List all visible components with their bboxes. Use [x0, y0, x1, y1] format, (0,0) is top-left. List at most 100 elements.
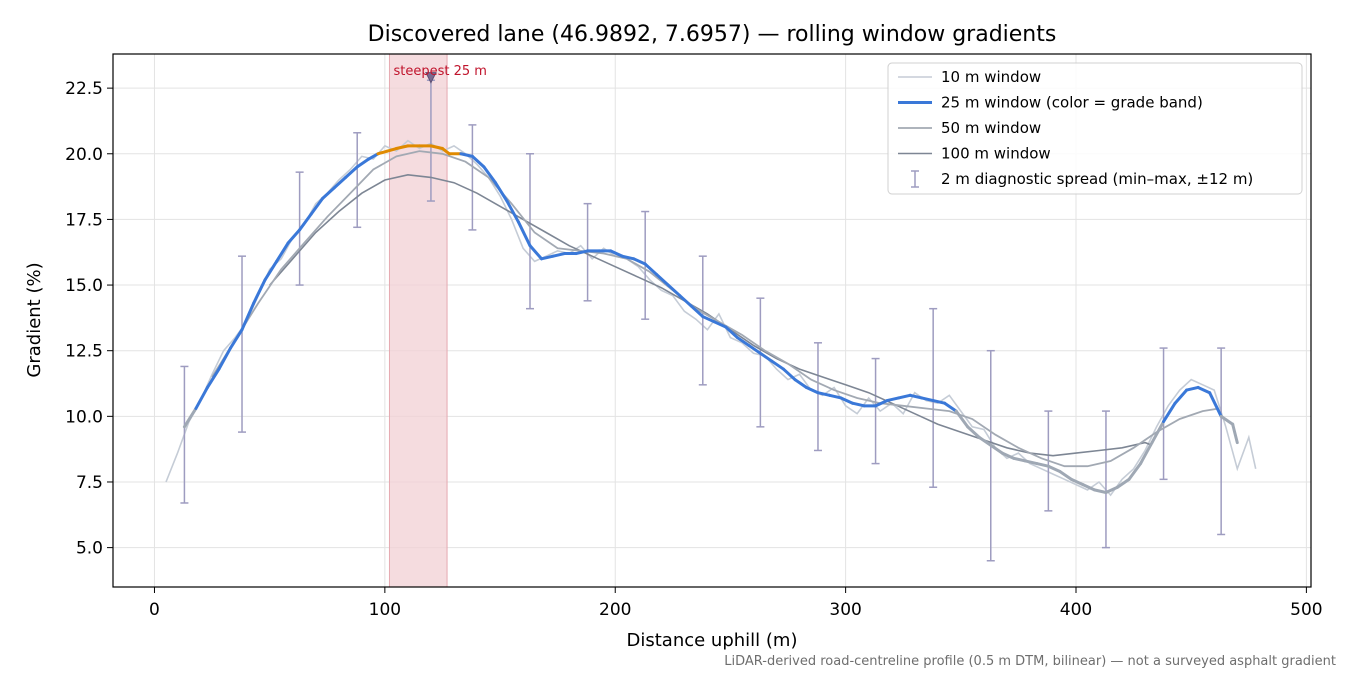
series-segment-25m: [701, 315, 716, 324]
series-segment-25m: [724, 325, 739, 340]
series-segment-25m: [1058, 469, 1073, 481]
series-segment-25m: [989, 443, 1004, 455]
series-segment-25m: [1104, 485, 1119, 494]
series-segment-25m: [1231, 422, 1239, 445]
series-segment-25m: [1219, 414, 1235, 426]
series-segment-25m: [551, 252, 567, 258]
series-segment-25m: [252, 278, 267, 305]
series-segment-25m: [367, 152, 380, 161]
legend-label: 50 m window: [941, 119, 1041, 137]
series-segment-25m: [516, 220, 532, 248]
series-segment-25m: [1162, 401, 1177, 424]
y-tick-label: 15.0: [65, 276, 103, 296]
series-segment-25m: [827, 393, 843, 400]
series-segment-25m: [735, 336, 751, 347]
chart-title: Discovered lane (46.9892, 7.6957) — roll…: [368, 22, 1057, 47]
series-segment-25m: [1081, 483, 1096, 492]
steepest-marker: [425, 72, 437, 84]
series-segment-25m: [1115, 477, 1131, 489]
series-segment-25m: [1023, 459, 1039, 466]
series-segment-25m: [1000, 451, 1016, 460]
x-tick-label: 500: [1290, 600, 1322, 620]
series-segment-25m: [1127, 462, 1143, 481]
series-segment-25m: [954, 409, 970, 429]
series-segment-25m: [1185, 385, 1200, 392]
series-segment-25m: [482, 165, 497, 185]
y-tick-label: 20.0: [65, 145, 103, 165]
legend: 10 m window 25 m window (color = grade ba…: [887, 62, 1303, 195]
series-segment-25m: [385, 147, 398, 153]
series-segment-25m: [839, 396, 855, 405]
y-tick-label: 12.5: [65, 342, 103, 362]
legend-label: 10 m window: [941, 68, 1041, 86]
series-segment-25m: [1012, 456, 1027, 463]
series-segment-25m: [931, 399, 947, 405]
series-segment-25m: [885, 396, 901, 403]
plot-area: [165, 79, 1257, 562]
series-segment-25m: [620, 254, 636, 261]
x-tick-label: 400: [1060, 600, 1092, 620]
series-segment-25m: [286, 228, 302, 245]
y-tick-label: 22.5: [65, 79, 103, 99]
series-line-50m: [211, 150, 1219, 468]
series-segment-25m: [275, 241, 290, 263]
series-segment-25m: [332, 175, 348, 190]
series-segment-25m: [394, 144, 410, 151]
series-segment-25m: [643, 262, 659, 277]
legend-label: 2 m diagnostic spread (min–max, ±12 m): [941, 170, 1253, 188]
series-segment-25m: [459, 152, 474, 158]
series-segment-25m: [429, 144, 444, 151]
series-segment-25m: [540, 254, 555, 261]
y-axis-label: Gradient (%): [24, 262, 45, 377]
footnote: LiDAR-derived road-centreline profile (0…: [724, 654, 1336, 669]
steepest-band: [388, 53, 448, 588]
series-segment-25m: [228, 328, 244, 350]
series-segment-25m: [689, 304, 705, 319]
series-segment-25m: [263, 259, 279, 282]
series-segment-25m: [666, 283, 682, 298]
series-segment-25m: [851, 401, 866, 408]
series-segment-25m: [632, 257, 647, 266]
x-tick-label: 300: [829, 600, 861, 620]
series-segment-25m: [574, 249, 590, 256]
series-segment-25m: [816, 391, 831, 397]
series-segment-25m: [781, 367, 797, 382]
axes-frame: [112, 53, 1312, 588]
series-segment-25m: [298, 212, 313, 232]
series-segment-25m: [1150, 420, 1166, 445]
series-segment-25m: [966, 425, 981, 439]
series-segment-25m: [1139, 441, 1154, 466]
series-segment-25m: [804, 385, 820, 395]
series-segment-25m: [609, 249, 624, 258]
series-segment-25m: [1092, 488, 1108, 494]
x-axis-label: Distance uphill (m): [627, 630, 798, 651]
series-segment-25m: [747, 343, 762, 355]
series-segment-25m: [240, 301, 256, 332]
series-segment-25m: [309, 196, 325, 216]
x-tick-label: 200: [599, 600, 631, 620]
legend-label: 25 m window (color = grade band): [941, 94, 1203, 112]
y-tick-label: 10.0: [65, 407, 103, 427]
series-segment-25m: [1173, 388, 1189, 405]
series-segment-25m: [505, 199, 520, 224]
series-segment-25m: [920, 396, 935, 403]
series-segment-25m: [355, 157, 371, 169]
series-segment-25m: [1196, 385, 1212, 395]
series-segment-25m: [182, 406, 198, 429]
series-segment-25m: [217, 346, 232, 371]
series-segment-25m: [376, 149, 389, 156]
y-tick-label: 17.5: [65, 210, 103, 230]
series-segment-25m: [977, 435, 993, 447]
x-tick-label: 0: [149, 600, 160, 620]
series-segment-25m: [493, 181, 509, 203]
series-segment-25m: [908, 393, 924, 400]
series-segment-25m: [712, 320, 728, 329]
legend-box: [887, 62, 1303, 195]
series-segment-25m: [344, 165, 359, 179]
series-segment-25m: [321, 186, 336, 200]
series-segment-25m: [1035, 462, 1050, 468]
series-segment-25m: [655, 273, 670, 287]
y-tick-label: 7.5: [76, 473, 103, 493]
